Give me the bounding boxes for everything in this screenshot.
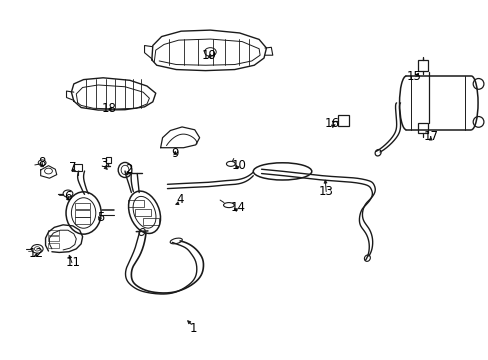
Text: 9: 9 bbox=[171, 147, 179, 159]
Text: 2: 2 bbox=[124, 163, 132, 176]
Text: 5: 5 bbox=[97, 211, 104, 224]
Text: 7: 7 bbox=[69, 161, 77, 174]
Text: 14: 14 bbox=[231, 202, 245, 215]
Text: 13: 13 bbox=[318, 185, 333, 198]
Text: 1: 1 bbox=[189, 322, 197, 335]
Text: 12: 12 bbox=[28, 247, 43, 260]
Text: 10: 10 bbox=[231, 159, 245, 172]
Text: 15: 15 bbox=[406, 69, 421, 82]
Text: 19: 19 bbox=[202, 49, 217, 62]
Text: 8: 8 bbox=[39, 156, 46, 169]
Text: 11: 11 bbox=[65, 256, 80, 269]
Text: 3: 3 bbox=[100, 157, 107, 170]
Text: 17: 17 bbox=[423, 130, 437, 144]
Text: 4: 4 bbox=[176, 193, 183, 206]
Text: 18: 18 bbox=[102, 102, 116, 115]
Text: 6: 6 bbox=[64, 190, 72, 203]
Text: 16: 16 bbox=[324, 117, 339, 130]
